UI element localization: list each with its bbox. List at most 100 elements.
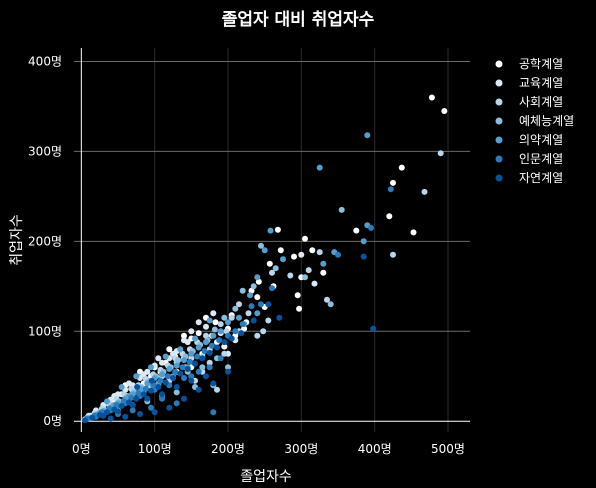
data-point[interactable] bbox=[148, 377, 155, 384]
data-point[interactable] bbox=[173, 400, 180, 407]
data-point[interactable] bbox=[217, 328, 224, 335]
data-point[interactable] bbox=[302, 274, 308, 281]
data-point[interactable] bbox=[232, 328, 239, 335]
data-point[interactable] bbox=[428, 94, 435, 101]
data-point[interactable] bbox=[386, 213, 393, 220]
data-point[interactable] bbox=[236, 301, 242, 308]
data-point[interactable] bbox=[309, 247, 316, 254]
data-point[interactable] bbox=[269, 285, 275, 292]
data-point[interactable] bbox=[82, 417, 88, 424]
data-point[interactable] bbox=[184, 366, 191, 372]
data-point[interactable] bbox=[179, 364, 186, 371]
data-point[interactable] bbox=[170, 375, 176, 381]
data-point[interactable] bbox=[228, 314, 235, 321]
data-point[interactable] bbox=[129, 402, 136, 408]
data-point[interactable] bbox=[364, 132, 371, 139]
data-point[interactable] bbox=[241, 325, 248, 332]
data-point[interactable] bbox=[274, 226, 281, 233]
data-point[interactable] bbox=[250, 317, 257, 324]
data-point[interactable] bbox=[228, 335, 235, 342]
data-point[interactable] bbox=[225, 319, 231, 326]
data-point[interactable] bbox=[265, 301, 272, 308]
legend-item[interactable]: 교육계열 bbox=[495, 76, 564, 90]
data-point[interactable] bbox=[441, 108, 448, 114]
data-point[interactable] bbox=[210, 332, 217, 339]
data-point[interactable] bbox=[211, 326, 218, 333]
data-point[interactable] bbox=[370, 325, 377, 332]
data-point[interactable] bbox=[320, 260, 327, 267]
data-point[interactable] bbox=[247, 292, 253, 299]
data-point[interactable] bbox=[398, 164, 405, 171]
legend-item[interactable]: 자연계열 bbox=[495, 171, 564, 185]
data-point[interactable] bbox=[184, 339, 191, 346]
data-point[interactable] bbox=[201, 348, 208, 355]
data-point[interactable] bbox=[186, 358, 193, 365]
data-point[interactable] bbox=[368, 224, 374, 231]
data-point[interactable] bbox=[266, 260, 273, 267]
data-point[interactable] bbox=[195, 368, 202, 375]
data-point[interactable] bbox=[236, 314, 242, 321]
data-point[interactable] bbox=[104, 409, 110, 416]
data-point[interactable] bbox=[157, 377, 164, 384]
data-point[interactable] bbox=[162, 379, 169, 386]
data-point[interactable] bbox=[113, 402, 120, 408]
data-point[interactable] bbox=[148, 364, 154, 371]
data-point[interactable] bbox=[216, 337, 223, 344]
data-point[interactable] bbox=[302, 235, 308, 242]
data-point[interactable] bbox=[353, 227, 360, 234]
data-point[interactable] bbox=[148, 387, 154, 394]
data-point[interactable] bbox=[225, 364, 231, 371]
data-point[interactable] bbox=[155, 384, 162, 390]
data-point[interactable] bbox=[320, 269, 327, 276]
data-point[interactable] bbox=[159, 359, 165, 366]
data-point[interactable] bbox=[142, 385, 149, 392]
data-point[interactable] bbox=[437, 150, 444, 157]
data-point[interactable] bbox=[221, 314, 228, 321]
data-point[interactable] bbox=[164, 373, 171, 380]
data-point[interactable] bbox=[162, 353, 169, 360]
data-point[interactable] bbox=[324, 296, 330, 303]
legend-item[interactable]: 의약계열 bbox=[495, 132, 564, 147]
data-point[interactable] bbox=[188, 328, 195, 335]
data-point[interactable] bbox=[214, 344, 220, 351]
data-point[interactable] bbox=[166, 404, 173, 411]
data-point[interactable] bbox=[294, 292, 301, 299]
data-point[interactable] bbox=[155, 355, 162, 362]
data-point[interactable] bbox=[390, 179, 396, 186]
data-point[interactable] bbox=[195, 344, 202, 351]
data-point[interactable] bbox=[159, 371, 165, 378]
data-point[interactable] bbox=[206, 364, 213, 371]
data-point[interactable] bbox=[239, 321, 246, 328]
data-point[interactable] bbox=[360, 253, 367, 260]
data-point[interactable] bbox=[203, 323, 209, 330]
data-point[interactable] bbox=[258, 301, 264, 308]
data-point[interactable] bbox=[210, 380, 217, 387]
data-point[interactable] bbox=[118, 384, 125, 390]
data-point[interactable] bbox=[144, 380, 151, 387]
data-point[interactable] bbox=[173, 384, 180, 390]
data-point[interactable] bbox=[129, 407, 136, 414]
data-point[interactable] bbox=[151, 409, 158, 416]
data-point[interactable] bbox=[245, 310, 252, 317]
data-point[interactable] bbox=[280, 256, 286, 263]
data-point[interactable] bbox=[217, 355, 224, 362]
data-point[interactable] bbox=[172, 368, 179, 375]
data-point[interactable] bbox=[181, 357, 187, 364]
data-point[interactable] bbox=[195, 386, 202, 393]
data-point[interactable] bbox=[250, 283, 257, 290]
data-point[interactable] bbox=[144, 395, 151, 402]
data-point[interactable] bbox=[166, 346, 173, 353]
data-point[interactable] bbox=[316, 249, 323, 256]
data-point[interactable] bbox=[390, 251, 396, 258]
data-point[interactable] bbox=[89, 414, 96, 421]
data-point[interactable] bbox=[210, 310, 217, 317]
data-point[interactable] bbox=[254, 332, 261, 339]
data-point[interactable] bbox=[287, 272, 294, 279]
data-point[interactable] bbox=[173, 389, 180, 396]
data-point[interactable] bbox=[140, 371, 147, 378]
data-point[interactable] bbox=[254, 274, 261, 281]
legend-item[interactable]: 인문계열 bbox=[495, 152, 564, 166]
data-point[interactable] bbox=[126, 380, 132, 387]
data-point[interactable] bbox=[137, 411, 143, 417]
data-point[interactable] bbox=[195, 319, 202, 326]
